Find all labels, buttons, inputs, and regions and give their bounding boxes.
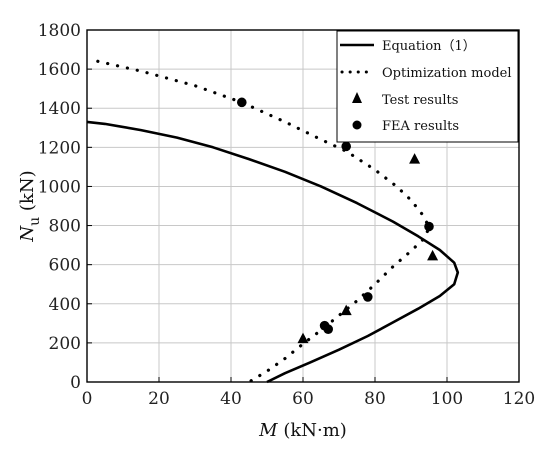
x-tick-label: 60 <box>292 389 314 409</box>
legend-box <box>336 30 519 143</box>
y-tick-label: 1600 <box>38 60 81 80</box>
data-point-test <box>427 249 439 261</box>
legend-marker-test <box>352 92 362 103</box>
data-point-fea <box>363 292 373 302</box>
y-tick-label: 400 <box>49 295 81 315</box>
data-point-fea <box>323 324 334 335</box>
series-3 <box>237 97 434 335</box>
series-layer <box>86 59 460 384</box>
legend-label-fea: FEA results <box>382 119 459 134</box>
ticks: 0 20 40 60 80 100 1200200400600800100012001400… <box>38 21 535 409</box>
data-point-fea <box>424 221 434 232</box>
x-tick-label: 120 <box>503 389 535 409</box>
series-0 <box>86 120 460 384</box>
legend-marker-fea <box>352 120 362 130</box>
legend: Equation（1） Optimization model Test resu… <box>336 30 519 143</box>
data-point-test <box>340 304 352 316</box>
series-line-0 <box>86 120 460 384</box>
legend-label-equation: Equation（1） <box>382 39 476 54</box>
data-point-test <box>409 153 421 164</box>
x-tick-label: 80 <box>364 389 386 409</box>
y-tick-label: 200 <box>49 334 81 354</box>
data-point-fea <box>341 141 352 152</box>
series-1 <box>96 59 431 384</box>
x-axis-label: M (kN·m) <box>258 420 347 441</box>
legend-label-test: Test results <box>382 93 458 108</box>
y-tick-label: 1000 <box>38 177 81 197</box>
y-axis-label: Nu (kN) <box>17 170 43 242</box>
y-tick-label: 1200 <box>38 138 81 158</box>
y-tick-label: 0 <box>70 373 81 393</box>
x-tick-label: 100 <box>431 389 463 409</box>
data-point-test <box>297 332 309 344</box>
series-2 <box>297 153 439 344</box>
y-tick-label: 1400 <box>38 99 81 119</box>
y-tick-label: 1800 <box>38 21 81 41</box>
data-point-fea <box>237 97 247 108</box>
series-line-1 <box>96 59 431 384</box>
x-tick-label: 0 <box>82 389 93 409</box>
x-tick-label: 20 <box>148 389 170 409</box>
y-tick-label: 600 <box>49 256 81 276</box>
y-tick-label: 800 <box>49 217 81 237</box>
x-tick-label: 40 <box>220 389 242 409</box>
legend-label-optimization: Optimization model <box>382 66 512 81</box>
